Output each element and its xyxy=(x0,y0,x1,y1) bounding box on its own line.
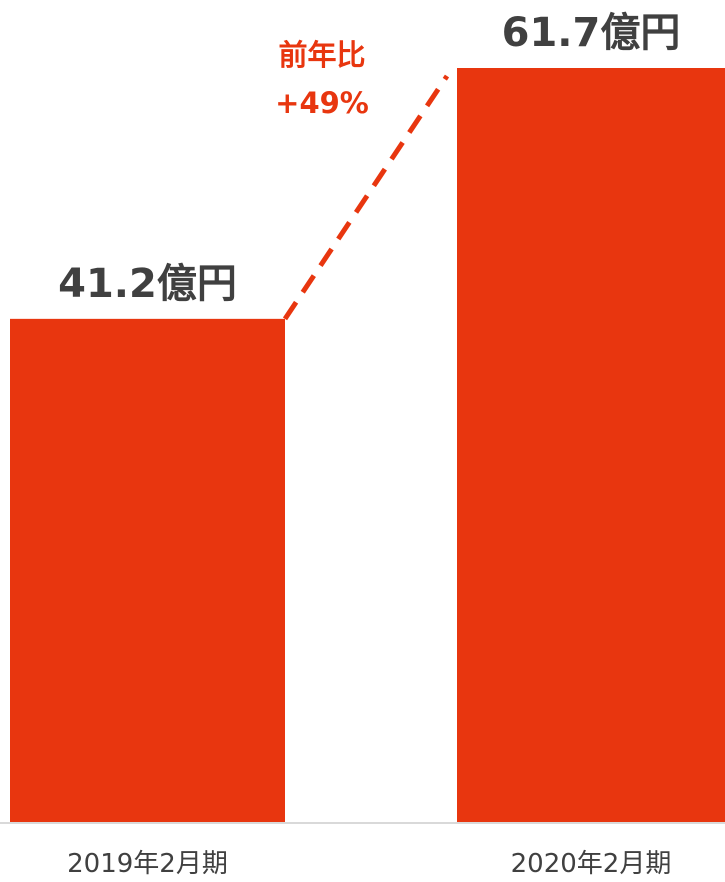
category-label-1: 2019年2月期 xyxy=(67,849,228,879)
bar-2 xyxy=(457,68,725,823)
value-label-2: 61.7億円 xyxy=(502,10,681,56)
yoy-value: +49% xyxy=(275,86,369,120)
yoy-label: 前年比 xyxy=(278,38,365,72)
value-label-1: 41.2億円 xyxy=(58,261,237,307)
bars-group xyxy=(10,68,725,823)
growth-dashed-line xyxy=(282,74,450,321)
bar-1 xyxy=(10,318,285,823)
labels-group: 41.2億円 2019年2月期 61.7億円 2020年2月期 xyxy=(58,10,680,879)
category-label-2: 2020年2月期 xyxy=(511,849,672,879)
